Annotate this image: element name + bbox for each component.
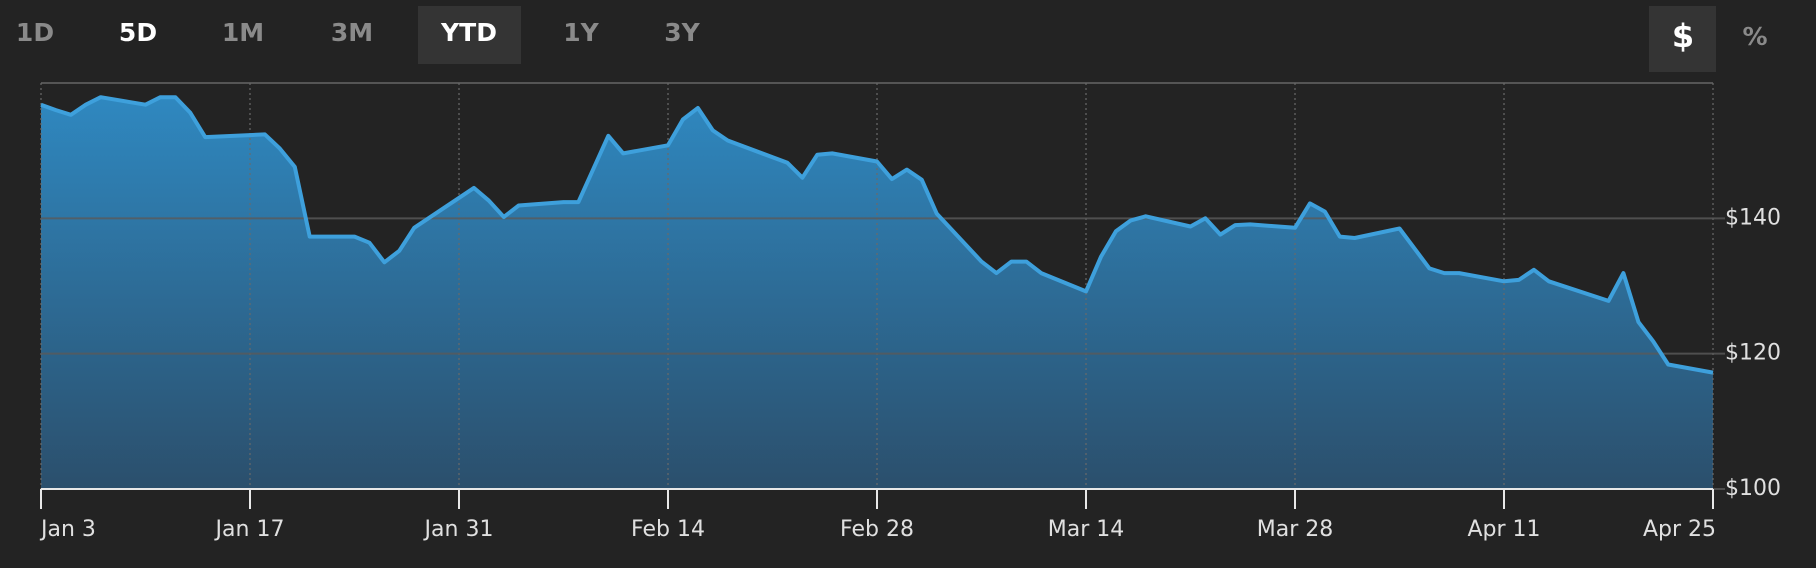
x-tick-label: Jan 17 xyxy=(214,517,285,542)
unit-buttons: $ % xyxy=(1672,17,1768,55)
plot: $100 $120 $140 Jan 3 Jan 17 Jan 31 Feb 14 Feb 2… xyxy=(39,82,1781,542)
line xyxy=(40,95,1714,375)
y-tick-label: $120 xyxy=(1725,341,1781,366)
x-tick-label: Apr 25 xyxy=(1643,517,1716,542)
range-button[interactable]: 5D xyxy=(119,18,157,47)
range-button[interactable]: 1Y xyxy=(563,18,599,47)
unit-button[interactable]: % xyxy=(1742,22,1767,51)
range-button[interactable]: 1M xyxy=(222,18,264,47)
y-tick-label: $140 xyxy=(1725,205,1781,230)
range-button[interactable]: 3M xyxy=(331,18,373,47)
x-tick-label: Jan 3 xyxy=(39,517,96,542)
x-tick-label: Feb 28 xyxy=(840,517,914,542)
x-tick-label: Jan 31 xyxy=(423,517,494,542)
range-button[interactable]: 1D xyxy=(16,18,54,47)
range-button[interactable]: 3Y xyxy=(664,18,700,47)
x-tick-label: Feb 14 xyxy=(631,517,705,542)
x-tick-label: Mar 14 xyxy=(1048,517,1125,542)
x-tick-label: Apr 11 xyxy=(1467,517,1540,542)
unit-button[interactable]: $ xyxy=(1672,17,1694,55)
x-tick-label: Mar 28 xyxy=(1257,517,1334,542)
range-button[interactable]: YTD xyxy=(440,18,497,47)
y-tick-label: $100 xyxy=(1725,476,1781,501)
active-range-bg xyxy=(418,6,521,64)
active-unit-bg xyxy=(1649,6,1716,72)
range-buttons: 1D 5D 1M 3M YTD 1Y 3Y xyxy=(16,18,701,47)
